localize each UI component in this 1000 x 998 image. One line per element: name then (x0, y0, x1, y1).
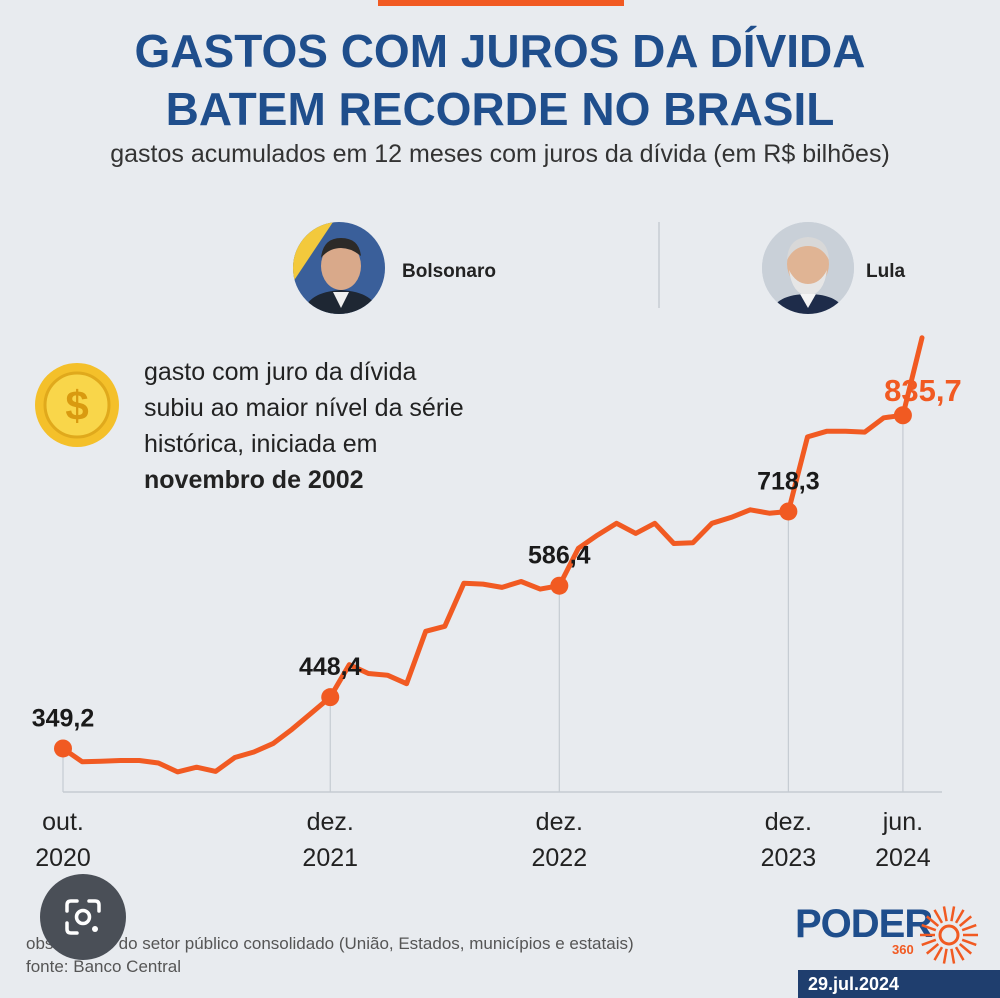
data-label: 349,2 (32, 704, 95, 732)
data-point-marker (321, 688, 340, 707)
logo-ray (933, 946, 944, 961)
footer-source: fonte: Banco Central (26, 957, 181, 976)
data-label: 718,3 (757, 467, 820, 495)
note-line2: subiu ao maior nível da série (144, 394, 464, 422)
logo-ray (950, 906, 956, 922)
x-tick-month: dez. (765, 808, 812, 836)
series-line (60, 335, 925, 775)
google-lens-icon (65, 899, 101, 935)
logo-ray (958, 943, 973, 955)
x-tick-year: 2021 (302, 844, 358, 872)
data-point-marker (893, 406, 912, 425)
x-tick-month: dez. (536, 808, 583, 836)
note-line4: novembro de 2002 (144, 462, 524, 498)
x-tick-year: 2022 (531, 844, 587, 872)
logo-ray (958, 915, 973, 927)
bolsonaro-portrait (293, 222, 385, 314)
logo-ray (925, 915, 940, 927)
logo-ray (921, 923, 937, 932)
presidents-divider (658, 222, 660, 308)
footer-obs: obs.: dados do setor público consolidado… (26, 934, 634, 953)
logo-ray (961, 923, 977, 932)
coin-dollar-icon: $ (35, 363, 119, 447)
x-tick-month: dez. (307, 808, 354, 836)
logo-ray (925, 943, 940, 955)
logo-ray (954, 909, 965, 924)
data-point-marker (779, 502, 798, 521)
data-label: 835,7 (884, 373, 962, 408)
logo-ray (950, 948, 956, 964)
google-lens-button[interactable] (40, 874, 126, 960)
poder-logo-text: PODER (795, 902, 933, 946)
data-label: 586,4 (528, 542, 591, 570)
top-accent-bar (378, 0, 624, 6)
publication-date: 29.jul.2024 (798, 970, 1000, 998)
chart-subtitle: gastos acumulados em 12 meses com juros … (110, 140, 890, 168)
x-tick-year: 2020 (35, 844, 91, 872)
annotation-note: gasto com juro da dívida subiu ao maior … (144, 354, 524, 498)
logo-ray (921, 938, 937, 947)
x-tick-month: jun. (882, 808, 923, 836)
x-tick-year: 2024 (875, 844, 931, 872)
data-point-marker (550, 576, 569, 595)
data-label: 448,4 (299, 653, 362, 681)
note-line1: gasto com juro da dívida (144, 358, 417, 386)
data-point-marker (54, 739, 72, 758)
note-bold-text: novembro de 2002 (144, 466, 364, 494)
logo-ray (961, 938, 977, 947)
logo-ray (933, 909, 944, 924)
logo-ray (942, 948, 948, 964)
logo-ray (954, 946, 965, 961)
bolsonaro-label: Bolsonaro (402, 261, 496, 282)
poder-logo-number: 360 (892, 942, 914, 957)
lula-label: Lula (866, 261, 906, 282)
chart-title-line1: GASTOS COM JUROS DA DÍVIDA (134, 25, 866, 77)
x-tick-year: 2023 (761, 844, 817, 872)
logo-ray (942, 906, 948, 922)
chart-title-line2: BATEM RECORDE NO BRASIL (165, 83, 835, 135)
x-tick-month: out. (42, 808, 84, 836)
svg-text:$: $ (65, 382, 88, 429)
lula-portrait (762, 222, 854, 314)
poder360-logo (920, 906, 978, 964)
note-line3: histórica, iniciada em (144, 430, 378, 458)
line-chart: out. 2020 dez. 2021 dez. 2022 dez. 2023 jun. 2024… (32, 335, 962, 872)
